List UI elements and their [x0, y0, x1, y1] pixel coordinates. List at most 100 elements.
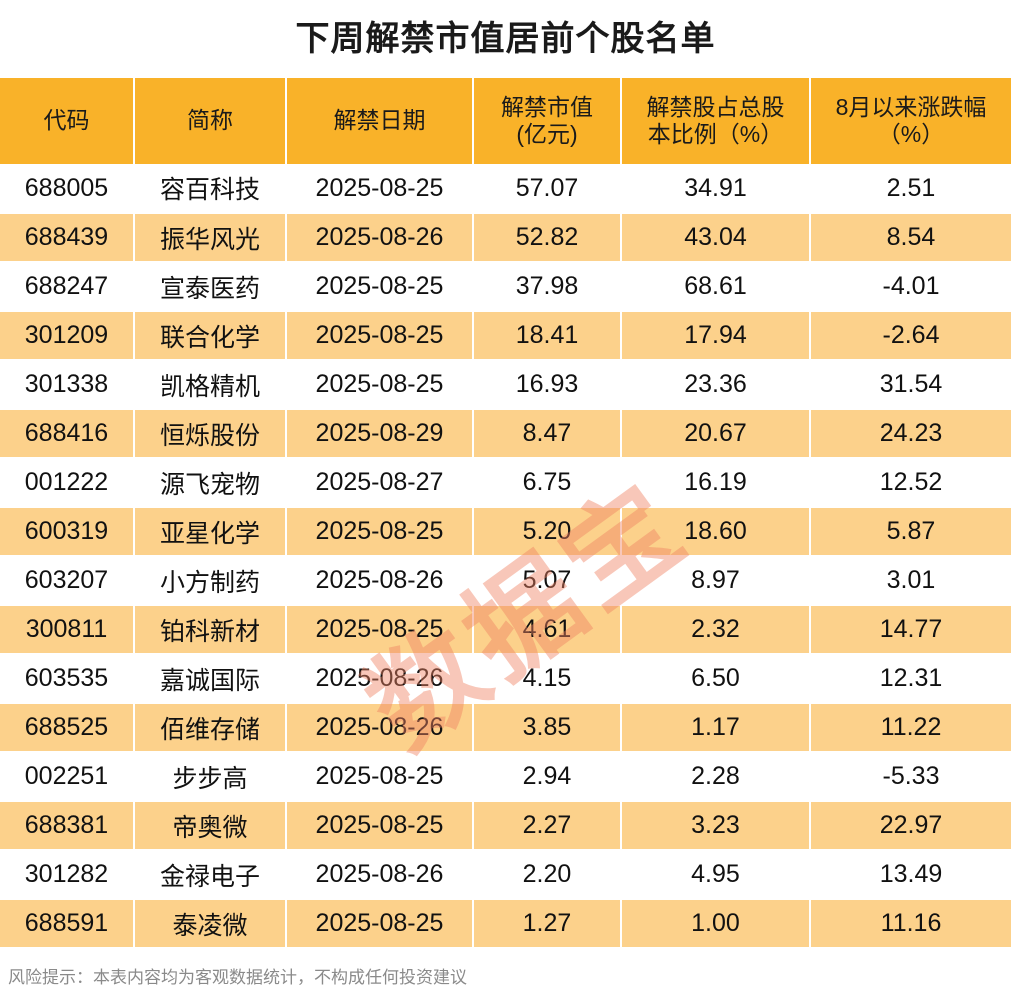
cell-date: 2025-08-26	[286, 213, 474, 263]
cell-name: 嘉诚国际	[134, 654, 287, 704]
cell-change: 12.52	[810, 458, 1011, 508]
unlock-market-value-table: 代码 简称 解禁日期 解禁市值 (亿元) 解禁股占总股 本比例（%）	[0, 78, 1011, 949]
column-header-date-line1: 解禁日期	[333, 107, 426, 134]
table-row[interactable]: 603207 小方制药 2025-08-26 5.07 8.97 3.01	[0, 556, 1011, 606]
table-row[interactable]: 301282 金禄电子 2025-08-26 2.20 4.95 13.49	[0, 850, 1011, 900]
title-bar: 下周解禁市值居前个股名单	[0, 0, 1011, 78]
cell-change: 14.77	[810, 605, 1011, 655]
cell-value: 37.98	[473, 262, 622, 312]
cell-value: 4.61	[473, 605, 622, 655]
column-header-date: 解禁日期	[286, 78, 474, 164]
cell-name: 凯格精机	[134, 360, 287, 410]
cell-value: 8.47	[473, 409, 622, 459]
cell-date: 2025-08-26	[286, 850, 474, 900]
cell-ratio: 17.94	[621, 311, 811, 361]
cell-ratio: 20.67	[621, 409, 811, 459]
cell-change: 13.49	[810, 850, 1011, 900]
table-row[interactable]: 688247 宣泰医药 2025-08-25 37.98 68.61 -4.01	[0, 262, 1011, 312]
column-header-code: 代码	[0, 78, 135, 164]
cell-date: 2025-08-25	[286, 507, 474, 557]
table-row[interactable]: 688005 容百科技 2025-08-25 57.07 34.91 2.51	[0, 164, 1011, 214]
cell-date: 2025-08-25	[286, 262, 474, 312]
cell-name: 步步高	[134, 752, 287, 802]
cell-date: 2025-08-25	[286, 752, 474, 802]
cell-name: 泰凌微	[134, 899, 287, 949]
table-row[interactable]: 301209 联合化学 2025-08-25 18.41 17.94 -2.64	[0, 311, 1011, 361]
column-header-name: 简称	[134, 78, 287, 164]
cell-ratio: 2.28	[621, 752, 811, 802]
cell-code: 688381	[0, 801, 135, 851]
table-row[interactable]: 688439 振华风光 2025-08-26 52.82 43.04 8.54	[0, 213, 1011, 263]
cell-value: 4.15	[473, 654, 622, 704]
cell-ratio: 68.61	[621, 262, 811, 312]
cell-change: 11.22	[810, 703, 1011, 753]
cell-ratio: 3.23	[621, 801, 811, 851]
cell-change: -2.64	[810, 311, 1011, 361]
cell-code: 301209	[0, 311, 135, 361]
table-row[interactable]: 600319 亚星化学 2025-08-25 5.20 18.60 5.87	[0, 507, 1011, 557]
table-row[interactable]: 001222 源飞宠物 2025-08-27 6.75 16.19 12.52	[0, 458, 1011, 508]
cell-ratio: 1.00	[621, 899, 811, 949]
cell-name: 联合化学	[134, 311, 287, 361]
cell-ratio: 16.19	[621, 458, 811, 508]
table-row[interactable]: 002251 步步高 2025-08-25 2.94 2.28 -5.33	[0, 752, 1011, 802]
cell-change: 24.23	[810, 409, 1011, 459]
table-row[interactable]: 688381 帝奥微 2025-08-25 2.27 3.23 22.97	[0, 801, 1011, 851]
column-header-ratio-line1: 解禁股占总股	[646, 93, 785, 120]
cell-ratio: 43.04	[621, 213, 811, 263]
cell-code: 301338	[0, 360, 135, 410]
column-header-ratio-line2: 本比例（%）	[647, 121, 784, 147]
column-header-change-line2: （%）	[877, 121, 945, 147]
cell-change: -5.33	[810, 752, 1011, 802]
cell-value: 18.41	[473, 311, 622, 361]
cell-change: 11.16	[810, 899, 1011, 949]
cell-ratio: 6.50	[621, 654, 811, 704]
cell-code: 688416	[0, 409, 135, 459]
risk-disclaimer: 风险提示：本表内容均为客观数据统计，不构成任何投资建议	[8, 967, 467, 987]
cell-value: 2.20	[473, 850, 622, 900]
cell-ratio: 1.17	[621, 703, 811, 753]
cell-ratio: 4.95	[621, 850, 811, 900]
cell-change: 22.97	[810, 801, 1011, 851]
cell-change: 5.87	[810, 507, 1011, 557]
cell-date: 2025-08-25	[286, 801, 474, 851]
cell-change: -4.01	[810, 262, 1011, 312]
cell-date: 2025-08-26	[286, 703, 474, 753]
cell-code: 300811	[0, 605, 135, 655]
cell-name: 恒烁股份	[134, 409, 287, 459]
cell-name: 宣泰医药	[134, 262, 287, 312]
column-header-change: 8月以来涨跌幅 （%）	[810, 78, 1011, 164]
cell-ratio: 8.97	[621, 556, 811, 606]
cell-code: 688247	[0, 262, 135, 312]
table-row[interactable]: 603535 嘉诚国际 2025-08-26 4.15 6.50 12.31	[0, 654, 1011, 704]
cell-value: 3.85	[473, 703, 622, 753]
cell-code: 688591	[0, 899, 135, 949]
table-row[interactable]: 688416 恒烁股份 2025-08-29 8.47 20.67 24.23	[0, 409, 1011, 459]
cell-name: 容百科技	[134, 164, 287, 214]
column-header-value-line1: 解禁市值	[501, 93, 593, 120]
cell-code: 688005	[0, 164, 135, 214]
cell-value: 2.27	[473, 801, 622, 851]
table-row[interactable]: 688591 泰凌微 2025-08-25 1.27 1.00 11.16	[0, 899, 1011, 949]
column-header-value: 解禁市值 (亿元)	[473, 78, 622, 164]
cell-code: 688439	[0, 213, 135, 263]
cell-code: 603535	[0, 654, 135, 704]
table-row[interactable]: 688525 佰维存储 2025-08-26 3.85 1.17 11.22	[0, 703, 1011, 753]
cell-name: 振华风光	[134, 213, 287, 263]
cell-code: 603207	[0, 556, 135, 606]
cell-value: 5.20	[473, 507, 622, 557]
footer: 风险提示：本表内容均为客观数据统计，不构成任何投资建议	[0, 949, 1011, 1006]
table-row[interactable]: 301338 凯格精机 2025-08-25 16.93 23.36 31.54	[0, 360, 1011, 410]
cell-change: 8.54	[810, 213, 1011, 263]
cell-date: 2025-08-27	[286, 458, 474, 508]
cell-name: 金禄电子	[134, 850, 287, 900]
table-row[interactable]: 300811 铂科新材 2025-08-25 4.61 2.32 14.77	[0, 605, 1011, 655]
cell-change: 31.54	[810, 360, 1011, 410]
cell-ratio: 2.32	[621, 605, 811, 655]
column-header-code-line1: 代码	[43, 107, 90, 134]
cell-code: 301282	[0, 850, 135, 900]
cell-date: 2025-08-25	[286, 360, 474, 410]
cell-ratio: 23.36	[621, 360, 811, 410]
cell-change: 12.31	[810, 654, 1011, 704]
cell-value: 5.07	[473, 556, 622, 606]
